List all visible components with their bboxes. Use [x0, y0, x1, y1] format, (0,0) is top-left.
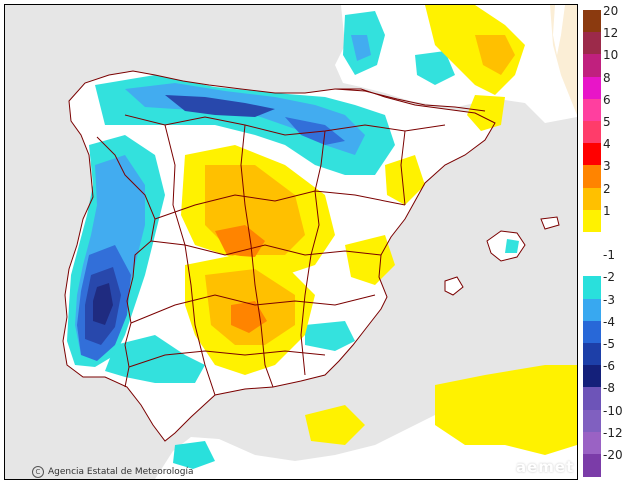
legend-swatch — [583, 254, 601, 278]
legend-label: -4 — [603, 314, 615, 329]
positive-anomaly-areas — [173, 5, 577, 469]
legend-swatch — [583, 187, 601, 211]
legend-swatch — [583, 232, 601, 255]
anomaly-map — [5, 5, 577, 479]
legend-label: 6 — [603, 92, 611, 107]
legend-swatch — [583, 454, 601, 477]
legend-swatch — [583, 431, 601, 455]
legend-swatch — [583, 320, 601, 344]
legend-swatch — [583, 76, 601, 100]
legend-label: -10 — [603, 403, 623, 418]
credit-text: Agencia Estatal de Meteorología — [48, 467, 194, 477]
corsica-edge — [553, 5, 565, 55]
legend-label: 10 — [603, 48, 619, 63]
legend-swatch — [583, 298, 601, 322]
map-panel — [4, 4, 578, 480]
legend-swatch — [583, 32, 601, 56]
legend-label: 1 — [603, 203, 611, 218]
legend-swatch — [583, 387, 601, 411]
legend-swatch — [583, 165, 601, 189]
legend-label: 5 — [603, 115, 611, 129]
aemet-logo: aemet — [516, 458, 575, 476]
legend-swatch — [583, 209, 601, 233]
legend-label: 20 — [603, 4, 619, 18]
legend-label: 12 — [603, 26, 619, 41]
legend-label: -8 — [603, 381, 615, 396]
credit-line: C Agencia Estatal de Meteorología — [32, 466, 194, 478]
legend-swatch — [583, 98, 601, 122]
legend-label: 2 — [603, 181, 611, 196]
legend-label: 4 — [603, 137, 611, 152]
province-borders — [62, 70, 496, 442]
legend-swatch — [583, 276, 601, 300]
legend-label: -5 — [603, 337, 615, 351]
legend-swatch — [583, 343, 601, 366]
legend-label: -3 — [603, 292, 615, 307]
legend-label: -12 — [603, 425, 623, 440]
legend-swatch — [583, 10, 601, 33]
legend-label: -1 — [603, 248, 615, 263]
legend-swatch — [583, 409, 601, 433]
legend-label: 8 — [603, 70, 611, 85]
copyright-icon: C — [32, 466, 44, 478]
legend-label: -6 — [603, 359, 615, 374]
legend-swatch — [583, 121, 601, 144]
legend-swatch — [583, 143, 601, 167]
legend-swatch — [583, 54, 601, 78]
legend-label: 3 — [603, 159, 611, 174]
balearic-menorca — [540, 216, 560, 230]
legend-label: -20 — [603, 448, 623, 462]
legend-label: -2 — [603, 270, 615, 285]
legend-swatch — [583, 365, 601, 389]
balearic-ibiza — [444, 276, 464, 296]
color-legend — [583, 10, 601, 477]
